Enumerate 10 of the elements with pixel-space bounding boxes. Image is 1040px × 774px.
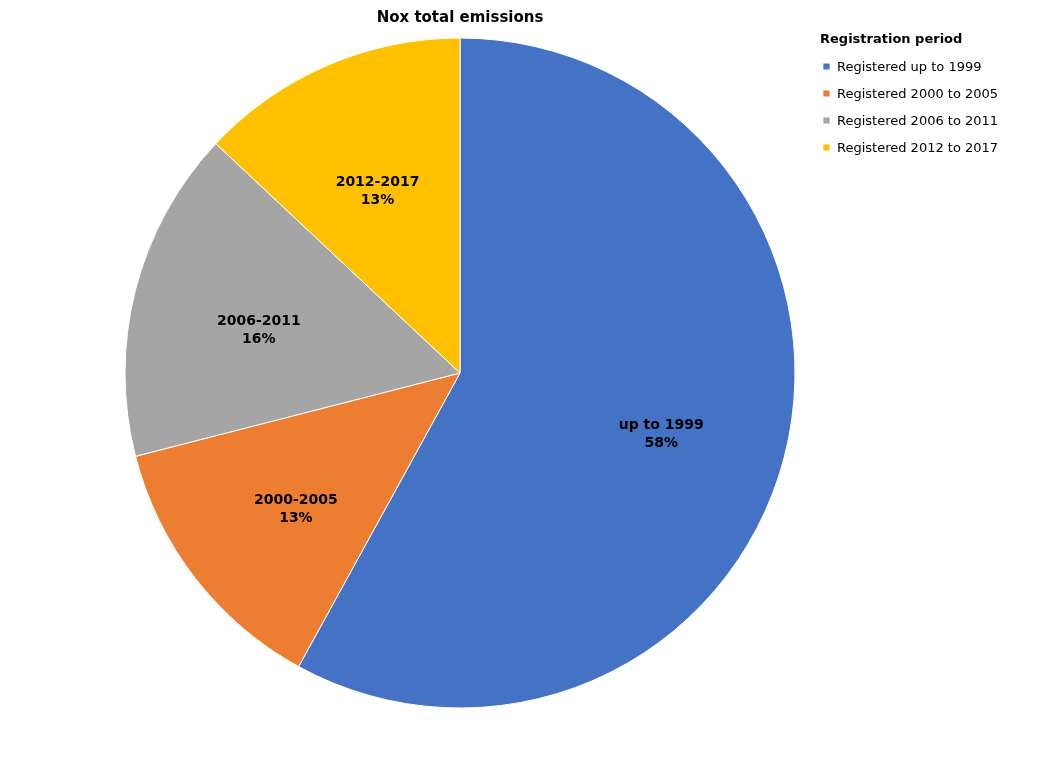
data-label: 2000-2005 13%: [254, 491, 338, 526]
legend-title: Registration period: [820, 31, 963, 46]
legend-label: Registered 2006 to 2011: [837, 112, 999, 128]
data-label: 2012-2017 13%: [335, 173, 420, 208]
chart-title: Nox total emissions: [376, 8, 544, 26]
data-label: 2006-2011 16%: [216, 312, 301, 347]
legend-label: Registered up to 1999: [837, 58, 982, 74]
legend-label: Registered 2012 to 2017: [837, 139, 999, 155]
legend-label: Registered 2000 to 2005: [837, 85, 999, 101]
data-label: up to 1999 58%: [618, 415, 704, 450]
